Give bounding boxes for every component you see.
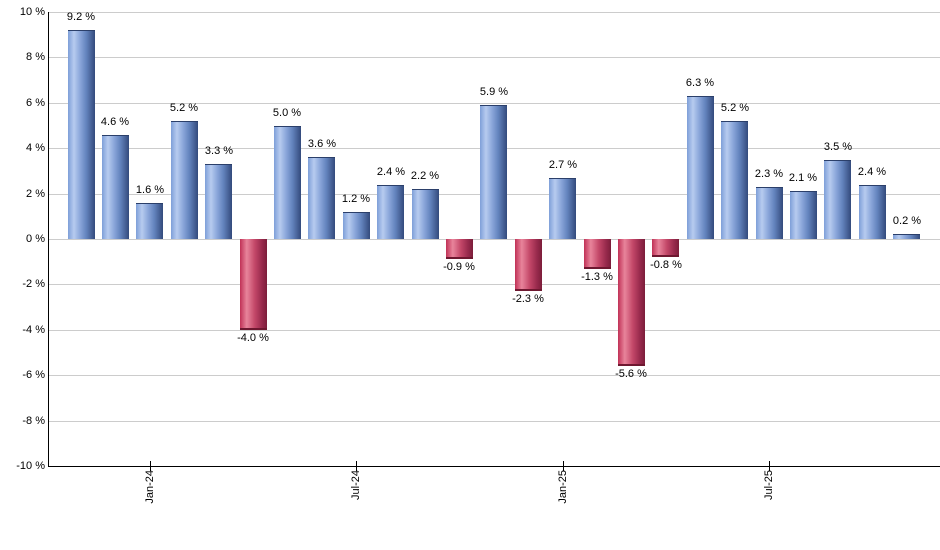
y-axis-label: -8 % <box>22 415 45 427</box>
y-axis-label: 6 % <box>26 97 45 109</box>
x-axis-tick <box>356 461 357 471</box>
y-axis-label: -4 % <box>22 324 45 336</box>
bar-value-label: 2.4 % <box>857 166 887 178</box>
bar-value-label: 3.3 % <box>204 145 234 157</box>
y-axis-label: 4 % <box>26 142 45 154</box>
bar-positive <box>756 186 783 239</box>
x-axis-label: Jul-24 <box>350 470 362 500</box>
bar-value-label: -5.6 % <box>615 368 647 380</box>
bar-positive <box>824 159 851 239</box>
bar-positive <box>171 120 198 239</box>
bar-negative <box>618 239 645 367</box>
bar-positive <box>308 157 335 239</box>
x-axis-tick <box>769 461 770 471</box>
bar-positive <box>102 134 129 239</box>
bar-negative <box>446 239 473 260</box>
bar-value-label: 4.6 % <box>100 116 130 128</box>
y-axis-label: 8 % <box>26 51 45 63</box>
gridline <box>48 421 940 422</box>
bar-negative <box>240 239 267 330</box>
y-axis-label: -6 % <box>22 369 45 381</box>
bar-value-label: -2.3 % <box>512 293 544 305</box>
bar-value-label: 2.3 % <box>754 168 784 180</box>
bar-negative <box>652 239 679 258</box>
bar-value-label: -1.3 % <box>581 271 613 283</box>
bar-positive <box>721 120 748 239</box>
bar-value-label: 5.2 % <box>720 102 750 114</box>
bar-value-label: 3.5 % <box>823 141 853 153</box>
bar-positive <box>136 202 163 239</box>
gridline <box>48 103 940 104</box>
x-axis-label: Jan-24 <box>144 470 156 504</box>
bar-value-label: 2.4 % <box>376 166 406 178</box>
bar-value-label: 6.3 % <box>685 77 715 89</box>
y-axis-label: -10 % <box>16 460 45 472</box>
bar-value-label: -0.9 % <box>443 261 475 273</box>
gridline <box>48 330 940 331</box>
y-axis-label: -2 % <box>22 278 45 290</box>
bar-positive <box>412 189 439 239</box>
bar-positive <box>893 234 920 239</box>
x-axis-line <box>48 466 940 467</box>
bar-positive <box>859 184 886 239</box>
bar-positive <box>549 177 576 239</box>
bar-value-label: 0.2 % <box>892 215 922 227</box>
y-axis-label: 0 % <box>26 233 45 245</box>
bar-negative <box>584 239 611 269</box>
x-axis-tick <box>150 461 151 471</box>
bar-value-label: 9.2 % <box>66 11 96 23</box>
gridline <box>48 284 940 285</box>
bar-positive <box>274 125 301 239</box>
bar-positive <box>790 191 817 239</box>
x-axis-tick <box>563 461 564 471</box>
bar-positive <box>687 95 714 239</box>
bar-value-label: 2.7 % <box>548 159 578 171</box>
bar-value-label: 2.1 % <box>788 172 818 184</box>
bar-value-label: 1.2 % <box>341 193 371 205</box>
bar-value-label: 5.0 % <box>272 107 302 119</box>
bar-value-label: 3.6 % <box>307 138 337 150</box>
y-axis-line <box>48 12 49 467</box>
bar-positive <box>205 164 232 239</box>
bar-value-label: 5.2 % <box>169 102 199 114</box>
gridline <box>48 57 940 58</box>
bar-positive <box>343 211 370 239</box>
bar-negative <box>515 239 542 292</box>
bar-value-label: -0.8 % <box>650 259 682 271</box>
gridline <box>48 12 940 13</box>
x-axis-label: Jul-25 <box>763 470 775 500</box>
bar-value-label: 1.6 % <box>135 184 165 196</box>
gridline <box>48 239 940 240</box>
bar-value-label: 5.9 % <box>479 86 509 98</box>
bar-positive <box>377 184 404 239</box>
x-axis-label: Jan-25 <box>557 470 569 504</box>
bar-value-label: 2.2 % <box>410 170 440 182</box>
bar-value-label: -4.0 % <box>237 332 269 344</box>
bar-positive <box>480 105 507 239</box>
bar-positive <box>68 30 95 239</box>
y-axis-label: 2 % <box>26 188 45 200</box>
y-axis-label: 10 % <box>19 6 45 18</box>
gridline <box>48 375 940 376</box>
